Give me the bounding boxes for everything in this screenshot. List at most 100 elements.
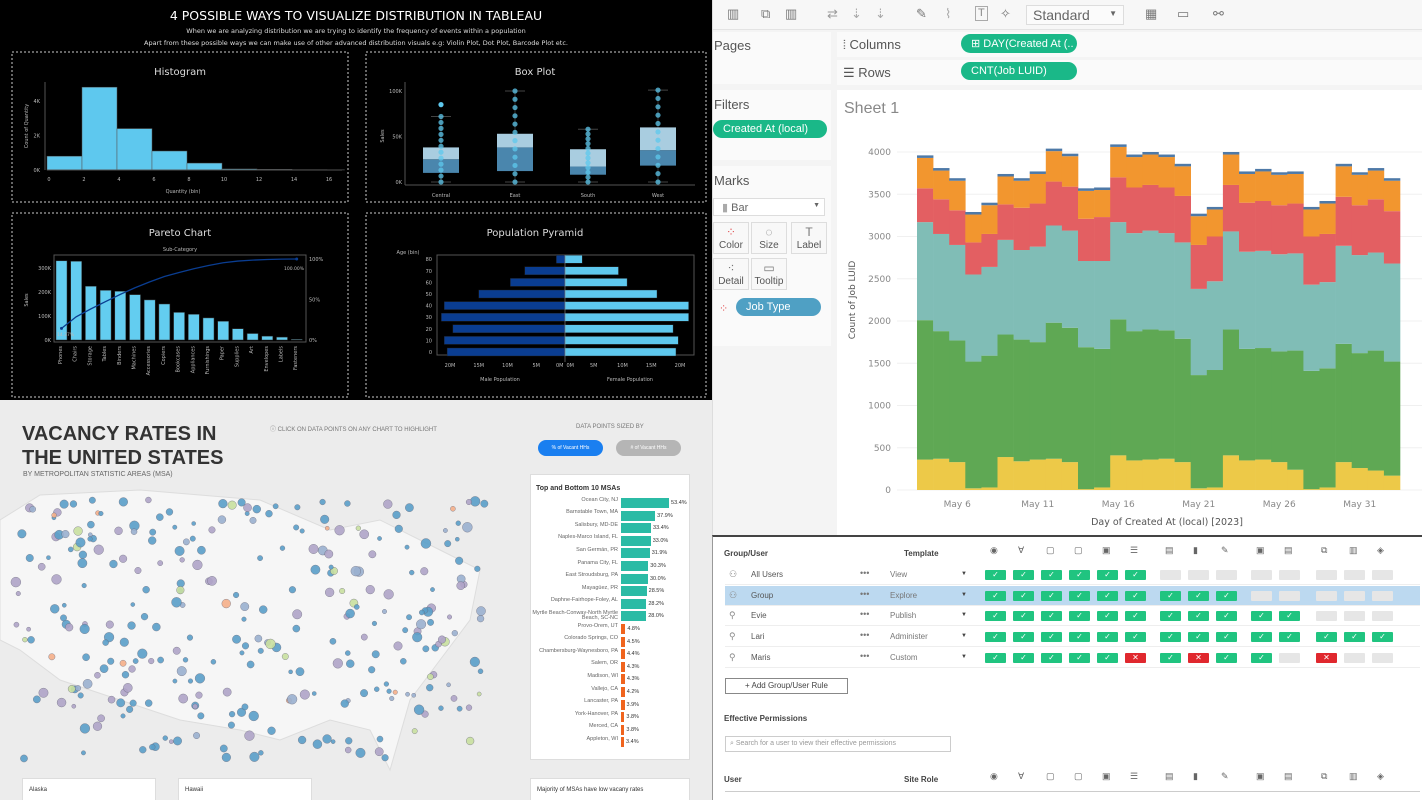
capability-allowed[interactable]: ✓	[1188, 632, 1209, 643]
capability-unspecified[interactable]	[1316, 611, 1337, 622]
sort-descending-icon[interactable]: ⇣	[875, 6, 886, 21]
capability-allowed[interactable]: ✓	[1251, 632, 1272, 643]
msa-row[interactable]: Barnstable Town, MA 37.9%	[531, 509, 691, 522]
duplicate-icon[interactable]: ⧉	[761, 6, 771, 21]
more-options-icon[interactable]: •••	[860, 650, 870, 661]
capability-allowed[interactable]: ✓	[1041, 632, 1062, 643]
msa-row[interactable]: Salisbury, MD-DE 33.4%	[531, 522, 691, 534]
filter-pill-created-at[interactable]: Created At (local)	[713, 120, 827, 138]
text-label-icon[interactable]: T	[975, 6, 988, 21]
capability-allowed[interactable]: ✓	[1013, 590, 1034, 601]
mark-type-dropdown[interactable]: ▮ Bar ▼	[713, 198, 825, 216]
capability-allowed[interactable]: ✓	[1041, 570, 1062, 580]
detail-button[interactable]: ⁖ Detail	[713, 258, 749, 290]
msa-row[interactable]: Lancaster, PA 3.9%	[531, 698, 691, 711]
template-dropdown[interactable]: Publish	[890, 611, 917, 621]
add-group-user-rule-button[interactable]: + Add Group/User Rule	[725, 678, 848, 694]
capability-allowed[interactable]: ✓	[1069, 590, 1090, 601]
capability-allowed[interactable]: ✓	[1251, 652, 1272, 663]
msa-row[interactable]: East Stroudsburg, PA 30.0%	[531, 572, 691, 585]
permission-rule-row[interactable]: ⚇ Group ••• Explore ▼ ✓ ✓ ✓ ✓ ✓ ✓ ✓ ✓ ✓	[725, 585, 1420, 606]
capability-denied[interactable]: ✕	[1188, 652, 1209, 663]
capability-allowed[interactable]: ✓	[1097, 611, 1118, 622]
capability-denied[interactable]: ✕	[1125, 652, 1146, 663]
capability-allowed[interactable]: ✓	[985, 570, 1006, 580]
us-map[interactable]	[0, 400, 712, 800]
capability-unspecified[interactable]	[1251, 590, 1272, 601]
capability-allowed[interactable]: ✓	[1069, 632, 1090, 643]
capability-allowed[interactable]: ✓	[1372, 632, 1393, 643]
template-dropdown[interactable]: Explore	[890, 590, 918, 600]
msa-row[interactable]: Colorado Springs, CO 4.5%	[531, 635, 691, 648]
attach-icon[interactable]: ⌇	[945, 6, 952, 21]
rows-shelf[interactable]: ☰ Rows CNT(Job LUID)	[837, 60, 1422, 85]
fit-dropdown[interactable]: Standard ▼	[1026, 5, 1124, 25]
permission-rule-row[interactable]: ⚇ All Users ••• View ▼ ✓ ✓ ✓ ✓ ✓ ✓	[725, 565, 1420, 585]
msa-row[interactable]: San Germán, PR 31.9%	[531, 547, 691, 559]
capability-allowed[interactable]: ✓	[1069, 570, 1090, 580]
msa-row[interactable]: Appleton, WI 3.4%	[531, 736, 691, 748]
swap-icon[interactable]: ⇄	[827, 6, 838, 21]
msa-row[interactable]: Salem, OR 4.3%	[531, 661, 691, 673]
capability-allowed[interactable]: ✓	[1125, 570, 1146, 580]
capability-denied[interactable]: ✕	[1316, 652, 1337, 663]
toggle-count-vacant[interactable]: # of Vacant HHs	[616, 440, 681, 456]
capability-unspecified[interactable]	[1251, 570, 1272, 580]
job-type-pill[interactable]: Job Type	[736, 298, 821, 316]
capability-unspecified[interactable]	[1316, 590, 1337, 601]
permission-rule-row[interactable]: ⚲ Evie ••• Publish ▼ ✓ ✓ ✓ ✓ ✓ ✓ ✓ ✓ ✓ ✓ ✓	[725, 606, 1420, 627]
presentation-icon[interactable]: ▭	[1177, 6, 1190, 21]
capability-allowed[interactable]: ✓	[1069, 611, 1090, 622]
capability-allowed[interactable]: ✓	[1216, 632, 1237, 643]
capability-unspecified[interactable]	[1344, 590, 1365, 601]
capability-allowed[interactable]: ✓	[1125, 590, 1146, 601]
tooltip-button[interactable]: ▭ Tooltip	[751, 258, 787, 290]
template-dropdown[interactable]: Administer	[890, 632, 928, 642]
capability-unspecified[interactable]	[1279, 652, 1300, 663]
capability-allowed[interactable]: ✓	[985, 652, 1006, 663]
capability-allowed[interactable]: ✓	[985, 632, 1006, 643]
more-options-icon[interactable]: •••	[860, 630, 870, 641]
chevron-down-icon[interactable]: ▼	[961, 633, 967, 640]
pin-icon[interactable]: ✧	[1000, 6, 1011, 21]
capability-allowed[interactable]: ✓	[1160, 590, 1181, 601]
capability-unspecified[interactable]	[1316, 570, 1337, 580]
chevron-down-icon[interactable]: ▼	[961, 591, 967, 598]
capability-allowed[interactable]: ✓	[1279, 632, 1300, 643]
rows-pill[interactable]: CNT(Job LUID)	[961, 62, 1077, 80]
color-button[interactable]: ⁘ Color	[713, 222, 749, 254]
capability-allowed[interactable]: ✓	[1160, 611, 1181, 622]
capability-unspecified[interactable]	[1372, 590, 1393, 601]
capability-allowed[interactable]: ✓	[1251, 611, 1272, 622]
capability-allowed[interactable]: ✓	[1097, 652, 1118, 663]
capability-allowed[interactable]: ✓	[1097, 570, 1118, 580]
share-icon[interactable]: ⚯	[1213, 6, 1224, 21]
show-me-icon[interactable]: ▦	[1145, 6, 1158, 21]
capability-allowed[interactable]: ✓	[1013, 611, 1034, 622]
capability-unspecified[interactable]	[1344, 570, 1365, 580]
capability-allowed[interactable]: ✓	[1041, 590, 1062, 601]
capability-allowed[interactable]: ✓	[1160, 652, 1181, 663]
capability-allowed[interactable]: ✓	[1125, 611, 1146, 622]
capability-allowed[interactable]: ✓	[1013, 652, 1034, 663]
msa-row[interactable]: York-Hanover, PA 3.8%	[531, 711, 691, 723]
effective-permissions-search[interactable]: ⌕ Search for a user to view their effect…	[725, 736, 951, 752]
columns-pill[interactable]: ⊞ DAY(Created At (..	[961, 34, 1077, 53]
capability-allowed[interactable]: ✓	[1160, 632, 1181, 643]
capability-allowed[interactable]: ✓	[985, 590, 1006, 601]
toggle-percent-vacant[interactable]: % of Vacant HHs	[538, 440, 603, 456]
msa-row[interactable]: Madison, WI 4.3%	[531, 673, 691, 685]
chevron-down-icon[interactable]: ▼	[961, 571, 967, 577]
msa-row[interactable]: Naples-Marco Island, FL 33.0%	[531, 535, 691, 547]
capability-allowed[interactable]: ✓	[1188, 590, 1209, 601]
capability-allowed[interactable]: ✓	[1097, 632, 1118, 643]
filters-shelf[interactable]: Filters Created At (local)	[713, 90, 831, 160]
template-dropdown[interactable]: View	[890, 570, 908, 579]
capability-unspecified[interactable]	[1279, 570, 1300, 580]
more-options-icon[interactable]: •••	[860, 568, 870, 578]
capability-unspecified[interactable]	[1372, 652, 1393, 663]
chevron-down-icon[interactable]: ▼	[961, 612, 967, 619]
permission-rule-row[interactable]: ⚲ Maris ••• Custom ▼ ✓ ✓ ✓ ✓ ✓ ✕ ✓ ✕ ✓ ✓ ✕	[725, 648, 1420, 668]
msa-row[interactable]: Provo-Orem, UT 4.8%	[531, 623, 691, 635]
capability-unspecified[interactable]	[1344, 652, 1365, 663]
